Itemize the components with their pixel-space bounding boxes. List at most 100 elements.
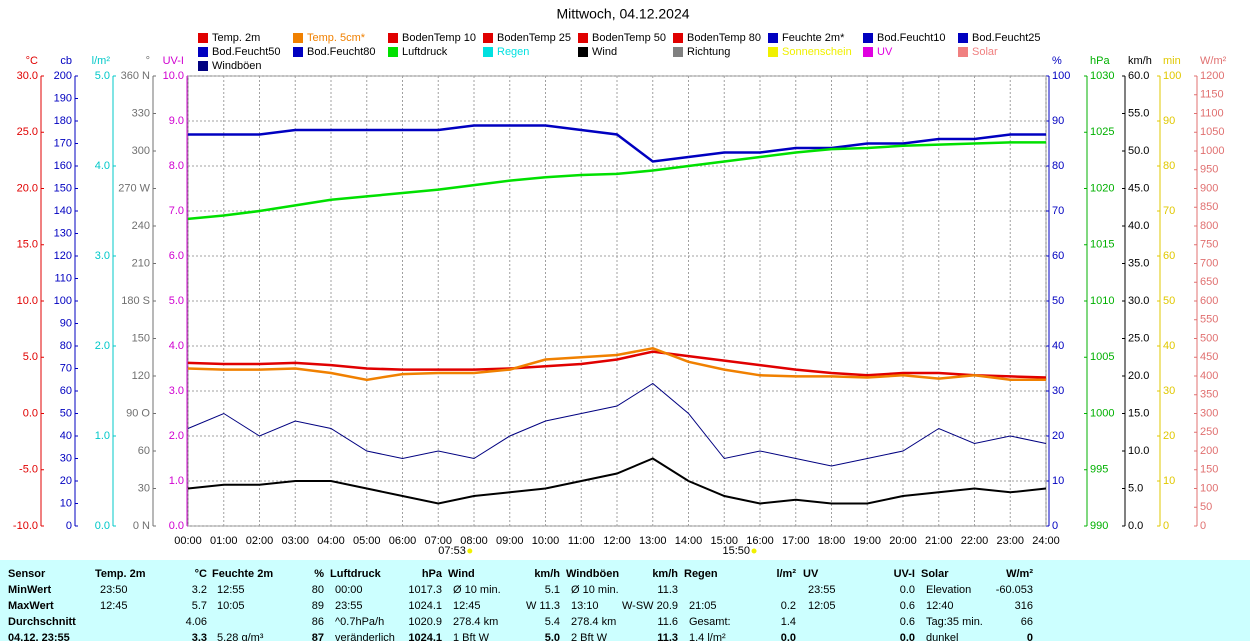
legend-label: Sonnenschein [782, 46, 852, 58]
table-value: 1.4 [781, 616, 796, 628]
y-tick-label: 35.0 [1128, 257, 1149, 269]
table-row-label: Durchschnitt [8, 616, 76, 628]
y-tick-label: 0.0 [1128, 520, 1143, 532]
legend-label: BodenTemp 25 [497, 32, 571, 44]
y-tick-label: 500 [1200, 332, 1218, 344]
table-value: 80 [312, 584, 324, 596]
y-tick-label: 1015 [1090, 239, 1114, 251]
y-tick-label: 950 [1200, 164, 1218, 176]
table-unit: °C [195, 568, 207, 580]
table-cell: 1 Bft W [453, 632, 490, 641]
legend-swatch [673, 33, 683, 43]
legend-swatch [768, 47, 778, 57]
legend-label: Luftdruck [402, 46, 448, 58]
y-tick-label: 45.0 [1128, 182, 1149, 194]
y-tick-label: 160 [54, 160, 72, 172]
y-tick-label: 150 [54, 182, 72, 194]
y-tick-label: 5.0 [1128, 482, 1143, 494]
series-line [187, 347, 1046, 382]
legend-label: Regen [497, 46, 529, 58]
table-cell: dunkel [926, 632, 958, 641]
table-cell: 23:55 [808, 584, 836, 596]
y-tick-label: 90 O [126, 407, 150, 419]
y-tick-label: 2.0 [95, 340, 110, 352]
chart-title: Mittwoch, 04.12.2024 [556, 6, 689, 22]
y-tick-label: 10.0 [17, 295, 38, 307]
y-tick-label: -5.0 [19, 464, 38, 476]
y-tick-label: 130 [54, 227, 72, 239]
y-tick-label: 4.0 [95, 160, 110, 172]
legend-swatch [388, 47, 398, 57]
table-cell: 2 Bft W [571, 632, 608, 641]
table-value: 0 [1027, 632, 1033, 641]
table-value: 1020.9 [408, 616, 442, 628]
y-tick-label: 200 [1200, 445, 1218, 457]
table-value: 3.2 [192, 584, 207, 596]
y-tick-label: 360 N [121, 70, 150, 82]
x-tick-label: 12:00 [603, 535, 631, 547]
y-tick-label: 180 S [121, 295, 150, 307]
legend-swatch [673, 47, 683, 57]
legend-swatch [578, 47, 588, 57]
y-tick-label: 1150 [1200, 89, 1224, 101]
table-value: 1017.3 [408, 584, 442, 596]
table-header: Temp. 2m [95, 568, 146, 580]
y-tick-label: 350 [1200, 389, 1218, 401]
y-tick-label: 90 [60, 317, 72, 329]
table-value: 316 [1015, 600, 1033, 612]
y-tick-label: 190 [54, 92, 72, 104]
table-background [0, 560, 1250, 641]
y-tick-label: 9.0 [169, 115, 184, 127]
y-tick-label: 1030 [1090, 70, 1114, 82]
y-tick-label: 300 [1200, 407, 1218, 419]
table-unit: km/h [652, 568, 678, 580]
y-tick-label: 60.0 [1128, 70, 1149, 82]
y-tick-label: 80 [1052, 160, 1064, 172]
y-tick-label: 8.0 [169, 160, 184, 172]
table-value: 11.3 [657, 632, 678, 641]
y-tick-label: 5.0 [169, 295, 184, 307]
legend-label: Feuchte 2m* [782, 32, 845, 44]
y-tick-label: 70 [1163, 205, 1175, 217]
y-tick-label: 120 [54, 250, 72, 262]
x-tick-label: 08:00 [460, 535, 488, 547]
y-tick-label: 0.0 [23, 407, 38, 419]
table-value: 1024.1 [408, 632, 442, 641]
legend-label: Solar [972, 46, 998, 58]
x-tick-label: 05:00 [353, 535, 381, 547]
table-cell: ^0.7hPa/h [335, 616, 384, 628]
y-tick-label: 200 [54, 70, 72, 82]
x-tick-label: 19:00 [853, 535, 881, 547]
table-header: Windböen [566, 568, 619, 580]
y-tick-label: 5.0 [23, 351, 38, 363]
x-tick-label: 10:00 [532, 535, 560, 547]
y-tick-label: 170 [54, 137, 72, 149]
legend-swatch [483, 47, 493, 57]
x-tick-label: 02:00 [246, 535, 274, 547]
table-cell: 1.4 l/m² [689, 632, 726, 641]
y-tick-label: 4.0 [169, 340, 184, 352]
y-tick-label: 50 [1052, 295, 1064, 307]
x-tick-label: 06:00 [389, 535, 417, 547]
y-tick-label: 550 [1200, 314, 1218, 326]
table-unit: W/m² [1006, 568, 1033, 580]
table-cell: 12:45 [100, 600, 128, 612]
x-tick-label: 07:00 [424, 535, 452, 547]
table-cell: Ø 10 min. [571, 584, 619, 596]
table-cell: 23:55 [335, 600, 363, 612]
y-tick-label: 110 [54, 272, 72, 284]
table-unit: hPa [422, 568, 443, 580]
legend-swatch [198, 47, 208, 57]
axis-title: UV-I [163, 55, 184, 67]
annotation: 07:53 [438, 545, 466, 557]
annotation-marker [467, 548, 473, 554]
y-tick-label: 1025 [1090, 126, 1114, 138]
y-tick-label: 10.0 [1128, 445, 1149, 457]
table-cell: veränderlich [335, 632, 395, 641]
y-tick-label: 3.0 [169, 385, 184, 397]
y-tick-label: 30 [1052, 385, 1064, 397]
table-value: 11.3 [657, 584, 678, 596]
table-value: 0.6 [900, 616, 915, 628]
y-tick-label: 10.0 [163, 70, 184, 82]
